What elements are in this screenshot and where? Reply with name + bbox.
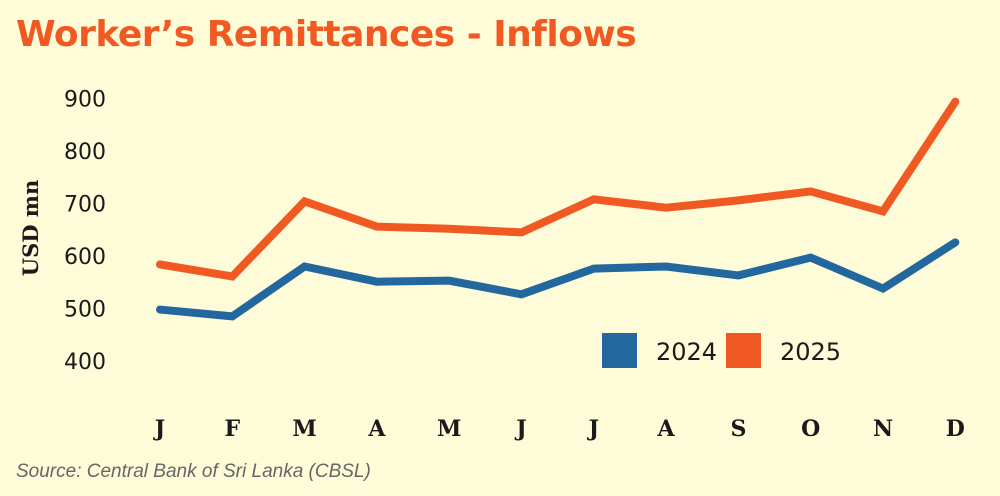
y-tick-label: 900 — [64, 88, 106, 113]
y-tick-label: 600 — [64, 245, 106, 270]
x-tick-label: M — [292, 416, 316, 442]
x-tick-label: O — [801, 416, 820, 442]
x-tick-label: A — [657, 416, 676, 442]
source-note: Source: Central Bank of Sri Lanka (CBSL) — [16, 461, 371, 482]
y-axis-label: USD mn — [18, 180, 43, 277]
x-tick-label: D — [946, 416, 965, 442]
y-tick-label: 400 — [64, 350, 106, 375]
x-tick-label: J — [514, 416, 526, 442]
series-line-2025 — [156, 97, 960, 281]
x-tick-label: S — [730, 416, 746, 442]
legend-label: 2025 — [780, 338, 841, 366]
y-tick-label: 500 — [64, 298, 106, 323]
x-tick-label: M — [437, 416, 461, 442]
y-tick-label: 800 — [64, 140, 106, 165]
x-tick-label: F — [224, 416, 240, 442]
legend-swatch-2025 — [726, 333, 761, 368]
legend-label: 2024 — [656, 338, 717, 366]
x-tick-label: N — [873, 416, 893, 442]
chart-title: Worker’s Remittances - Inflows — [16, 14, 637, 55]
legend-swatch-2024 — [602, 333, 637, 368]
series-line-2024 — [156, 238, 960, 321]
x-tick-label: A — [367, 416, 386, 442]
y-tick-label: 700 — [64, 193, 106, 218]
x-tick-label: J — [153, 416, 165, 442]
x-tick-label: J — [587, 416, 599, 442]
